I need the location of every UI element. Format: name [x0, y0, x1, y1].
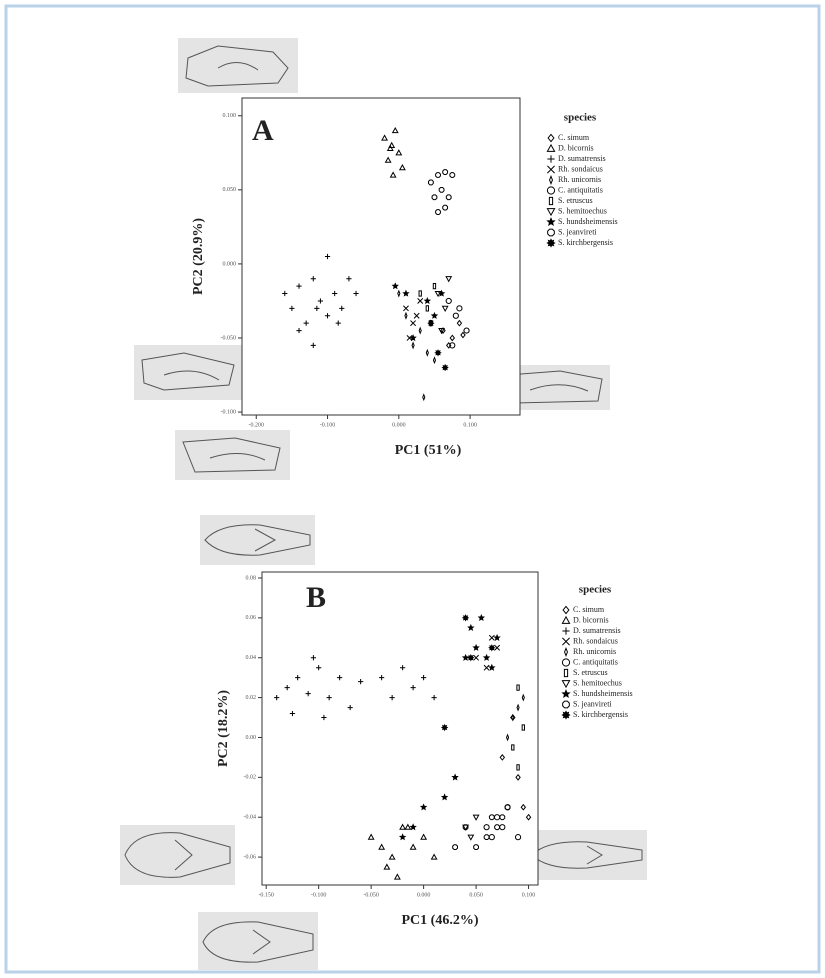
- legend-label: S. etruscus: [558, 196, 593, 205]
- x-tick-label: 0.000: [417, 892, 431, 898]
- point: [468, 655, 473, 660]
- legend-label: D. bicornis: [558, 143, 594, 152]
- y-tick-label: 0.06: [246, 615, 257, 621]
- legend-label: Rh. unicornis: [573, 647, 616, 656]
- legend-label: S. hemitoechus: [573, 678, 622, 687]
- legend-label: D. sumatrensis: [573, 626, 621, 635]
- y-tick-label: 0.08: [246, 575, 257, 581]
- point: [435, 350, 440, 355]
- x-tick-label: -0.100: [320, 422, 336, 428]
- y-axis-title: PC2 (20.9%): [191, 218, 206, 295]
- y-tick-label: -0.100: [221, 409, 237, 415]
- x-tick-label: 0.100: [522, 892, 536, 898]
- legend-label: S. hemitoechus: [558, 206, 607, 215]
- point: [443, 365, 448, 370]
- legend-label: C. antiquitatis: [573, 657, 618, 666]
- figure: -0.200 -0.100 0.000 0.100 0.100 0.050 0.000 -0.…: [0, 0, 825, 978]
- x-axis-title: PC1 (51%): [395, 443, 462, 458]
- x-tick-label: -0.050: [363, 892, 379, 898]
- legend-label: S. kirchbergensis: [558, 238, 613, 247]
- point: [463, 615, 468, 620]
- y-axis-title: PC2 (18.2%): [216, 690, 231, 767]
- x-tick-label: -0.150: [258, 892, 274, 898]
- y-tick-label: -0.02: [244, 775, 257, 781]
- legend-symbol: [562, 711, 569, 718]
- legend-label: S. etruscus: [573, 668, 608, 677]
- x-tick-label: -0.200: [249, 422, 265, 428]
- legend-label: S. jeanvireti: [573, 699, 612, 708]
- legend-label: S. kirchbergensis: [573, 710, 628, 719]
- legend-title: species: [579, 584, 612, 596]
- point: [428, 321, 433, 326]
- plot-area: [242, 98, 520, 415]
- legend-label: Rh. sondaicus: [573, 636, 618, 645]
- legend-label: D. bicornis: [573, 615, 609, 624]
- legend-label: Rh. sondaicus: [558, 164, 603, 173]
- y-tick-label: -0.050: [221, 335, 237, 341]
- y-tick-label: -0.06: [244, 854, 257, 860]
- y-tick-label: 0.050: [223, 187, 237, 193]
- legend-label: S. hundsheimensis: [558, 217, 618, 226]
- legend-label: C. antiquitatis: [558, 185, 603, 194]
- point: [489, 645, 494, 650]
- y-tick-label: 0.000: [223, 261, 237, 267]
- x-axis-title: PC1 (46.2%): [402, 913, 479, 928]
- y-tick-label: 0.04: [246, 655, 257, 661]
- legend-label: S. jeanvireti: [558, 227, 597, 236]
- legend-label: S. hundsheimensis: [573, 689, 633, 698]
- x-tick-label: 0.000: [392, 422, 406, 428]
- x-tick-label: 0.100: [463, 422, 477, 428]
- panel-label: B: [306, 581, 326, 614]
- y-tick-label: 0.00: [246, 735, 257, 741]
- legend-label: Rh. unicornis: [558, 175, 601, 184]
- y-tick-label: 0.02: [246, 695, 257, 701]
- x-tick-label: -0.100: [311, 892, 327, 898]
- y-tick-label: -0.04: [244, 815, 257, 821]
- legend-label: C. simum: [573, 605, 605, 614]
- y-tick-label: 0.100: [223, 113, 237, 119]
- point: [442, 725, 447, 730]
- panel-label: A: [252, 114, 274, 147]
- legend-label: C. simum: [558, 133, 590, 142]
- x-tick-label: 0.050: [469, 892, 483, 898]
- plot-area: [262, 572, 538, 885]
- legend-symbol: [547, 239, 554, 246]
- legend-title: species: [564, 112, 597, 124]
- legend-label: D. sumatrensis: [558, 154, 606, 163]
